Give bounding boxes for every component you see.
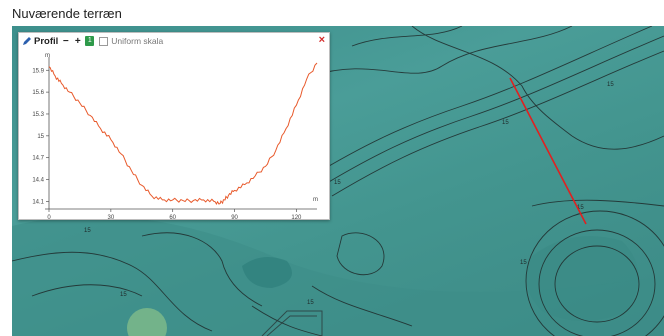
contour-line (141, 232, 263, 307)
contour-label: 15 (84, 228, 91, 234)
contour-label: 15 (577, 205, 584, 211)
terrain-depression (242, 257, 292, 288)
contour-line (351, 26, 463, 47)
profile-line[interactable] (509, 77, 587, 225)
y-tick-label: 15 (37, 134, 44, 140)
contour-ring (336, 232, 385, 276)
x-tick-label: 90 (231, 215, 238, 219)
x-tick-label: 60 (169, 215, 176, 219)
contour-line (311, 26, 573, 77)
contour-label: 15 (607, 82, 614, 88)
contour-line (311, 26, 653, 177)
uniform-scale-label: Uniform skala (111, 36, 164, 46)
x-tick-label: 120 (291, 215, 302, 219)
uniform-scale-checkbox[interactable] (99, 36, 109, 46)
layer-badge[interactable]: 1 (85, 36, 95, 46)
y-tick-label: 15.9 (32, 68, 44, 74)
zoom-out-button[interactable]: − (62, 35, 69, 47)
y-tick-label: 15.6 (32, 90, 44, 96)
y-unit-label: m (45, 53, 50, 59)
zoom-in-button[interactable]: + (74, 35, 81, 47)
panel-toolbar: Profil − + 1 Uniform skala × (19, 33, 329, 49)
page-heading: Nuværende terræn (12, 6, 122, 21)
y-tick-label: 15.3 (32, 112, 44, 118)
structure-outline (261, 310, 323, 336)
profile-chart: m m 15.9 15.6 15.3 15 14.7 14.4 14.1 0 30 60 90 120 (32, 53, 318, 219)
close-icon[interactable]: × (318, 34, 325, 46)
contour-line (31, 284, 143, 297)
contour-line (311, 285, 413, 327)
contour-line (12, 251, 213, 332)
terrain-hill (526, 236, 639, 321)
y-tick-label: 14.7 (32, 156, 44, 162)
contour-line (331, 50, 664, 197)
contour-label: 15 (520, 260, 527, 266)
x-tick-label: 0 (47, 215, 51, 219)
contour-ring (538, 229, 656, 336)
contour-line (571, 135, 664, 150)
x-unit-label: m (313, 197, 318, 203)
profile-series-line (48, 62, 318, 206)
contour-label: 15 (334, 180, 341, 186)
x-tick-label: 30 (108, 215, 115, 219)
panel-title: Profil (34, 35, 59, 47)
vegetation-patch (127, 308, 167, 336)
contour-label: 15 (307, 300, 314, 306)
terrain-map[interactable]: 15 15 15 15 15 15 15 15 Profil − + 1 Uni… (12, 26, 664, 336)
contour-label: 15 (502, 120, 509, 126)
contour-label: 15 (120, 292, 127, 298)
y-tick-label: 14.1 (32, 199, 44, 205)
contour-line (411, 26, 573, 137)
pencil-icon[interactable] (22, 36, 32, 46)
contour-line (321, 35, 664, 187)
terrain-layer: 15 15 15 15 15 15 15 15 (12, 26, 664, 336)
contour-line (531, 199, 664, 207)
contour-line (251, 305, 323, 336)
profile-panel: Profil − + 1 Uniform skala × m m 15.9 15.6 1… (18, 32, 330, 220)
y-tick-label: 14.4 (32, 178, 44, 184)
contour-lines (12, 26, 664, 336)
contour-ring (525, 210, 664, 336)
contour-ring (554, 245, 640, 323)
